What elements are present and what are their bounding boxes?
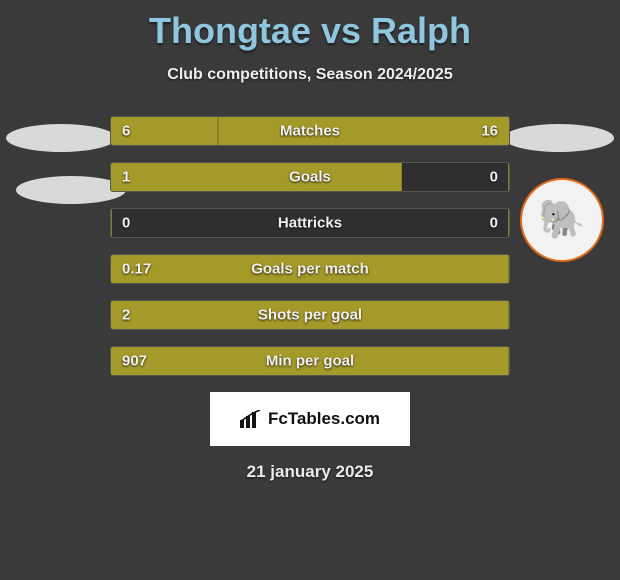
footer-brand-label: FcTables.com [268, 409, 380, 429]
player2-avatar-placeholder [504, 124, 614, 152]
stat-row: 1 Goals 0 [110, 162, 510, 192]
stat-bar-right [218, 117, 509, 145]
stat-bar-track [110, 254, 510, 284]
stat-bar-left [111, 209, 112, 237]
stat-row: 0.17 Goals per match [110, 254, 510, 284]
stat-bar-right [508, 347, 509, 375]
stat-bar-track [110, 208, 510, 238]
stat-row: 0 Hattricks 0 [110, 208, 510, 238]
stat-bar-right [508, 255, 509, 283]
player2-club-logo: 🐘 [520, 178, 604, 262]
stat-bar-left [111, 347, 509, 375]
stat-row: 907 Min per goal [110, 346, 510, 376]
stat-bar-track [110, 300, 510, 330]
date-label: 21 january 2025 [0, 462, 620, 482]
stat-bar-track [110, 162, 510, 192]
stat-bar-left [111, 301, 509, 329]
stat-bar-right [508, 301, 509, 329]
subtitle: Club competitions, Season 2024/2025 [0, 66, 620, 84]
stat-row: 2 Shots per goal [110, 300, 510, 330]
stat-bar-track [110, 346, 510, 376]
stat-bar-left [111, 117, 218, 145]
stat-bar-left [111, 255, 509, 283]
footer-brand: FcTables.com [240, 409, 380, 429]
fctables-logo-icon [240, 410, 262, 428]
stat-bar-left [111, 163, 402, 191]
stat-row: 6 Matches 16 [110, 116, 510, 146]
stat-bar-right [508, 163, 509, 191]
page-title: Thongtae vs Ralph [0, 0, 620, 52]
stat-bar-right [508, 209, 509, 237]
player1-avatar-placeholder [6, 124, 116, 152]
footer-brand-box: FcTables.com [210, 392, 410, 446]
stat-bar-track [110, 116, 510, 146]
stats-area: 6 Matches 16 1 Goals 0 0 Hattricks 0 0.1… [0, 116, 620, 376]
club-logo-glyph: 🐘 [538, 198, 585, 242]
